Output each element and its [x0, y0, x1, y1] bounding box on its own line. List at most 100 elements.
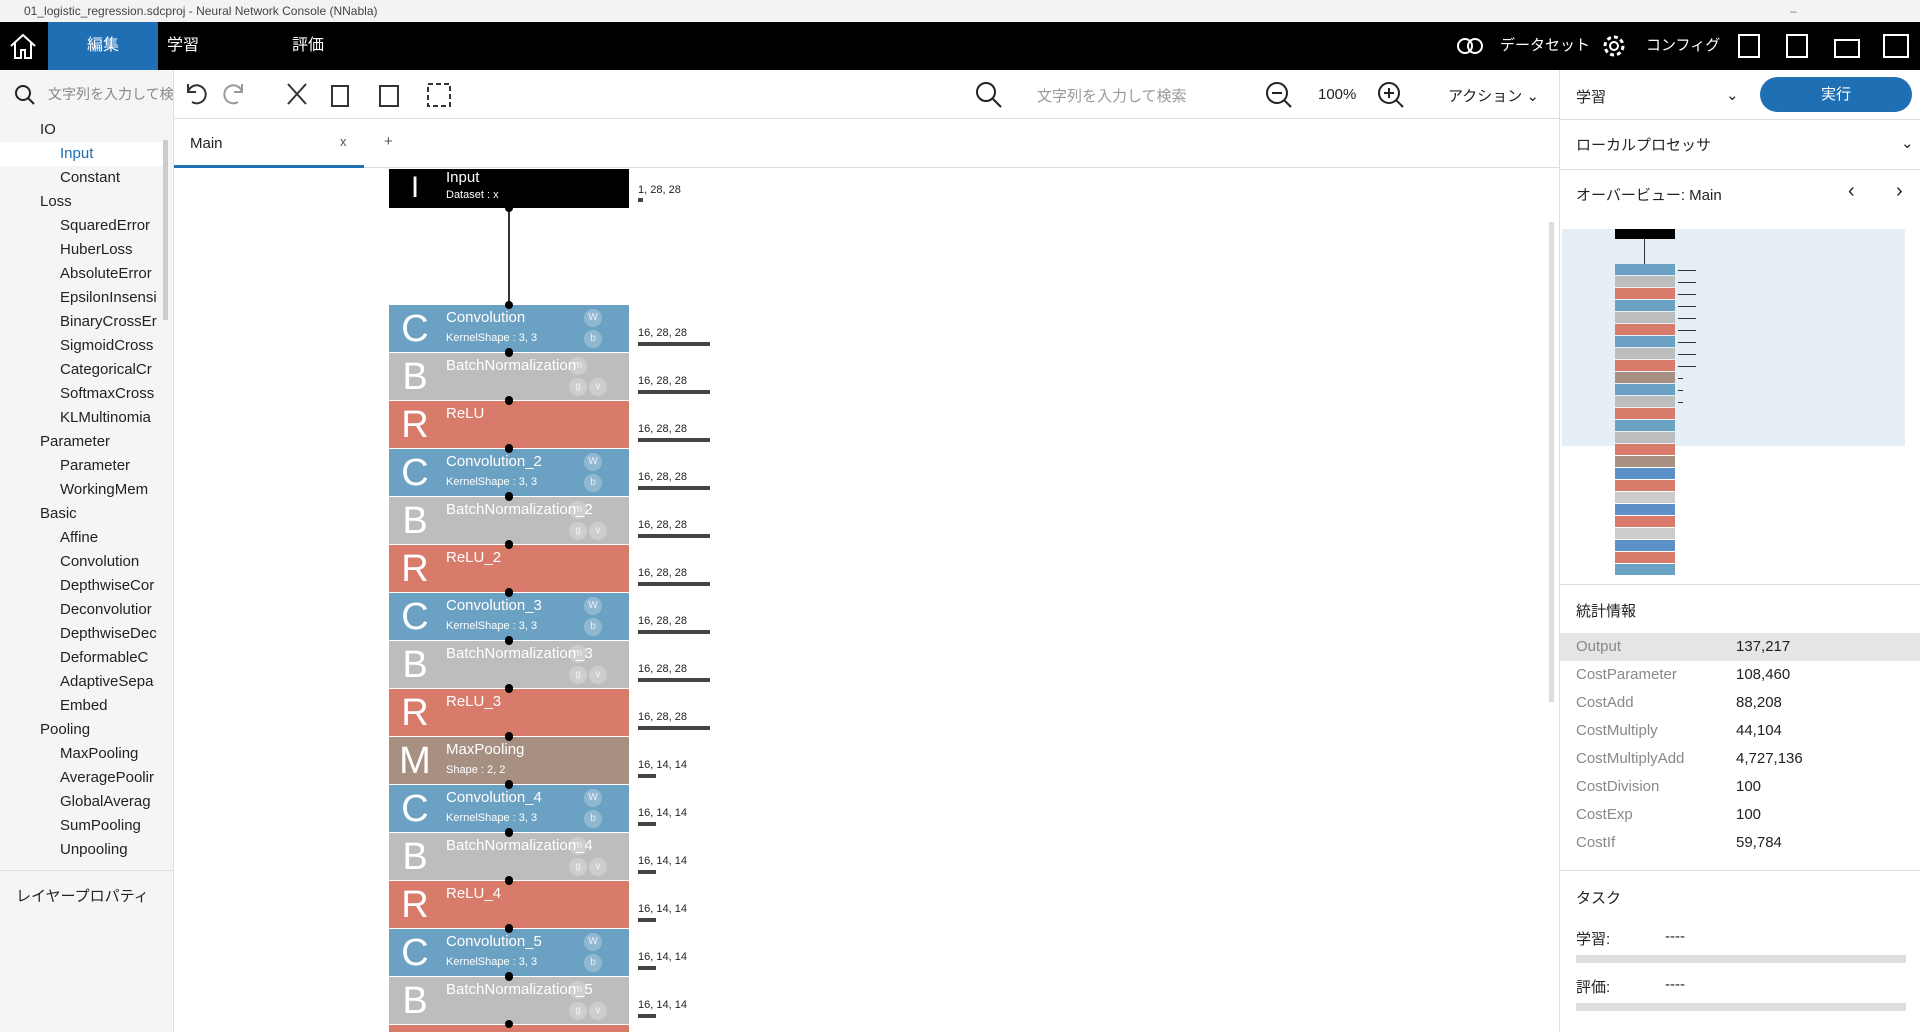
stats-label: CostDivision — [1576, 778, 1660, 795]
tree-item[interactable]: GlobalAverag — [60, 793, 151, 810]
layer-detail: KernelShape : 3, 3 — [446, 620, 538, 632]
tree-item[interactable]: Affine — [60, 529, 99, 546]
layer[interactable]: B BatchNormalization_3 m g v — [389, 641, 629, 688]
connector — [505, 685, 513, 693]
overview-prev[interactable]: ‹ — [1848, 180, 1855, 202]
tree-item[interactable]: SquaredError — [60, 217, 151, 234]
connector — [505, 1020, 513, 1028]
tree-item[interactable]: KLMultinomia — [60, 409, 151, 426]
config-icon[interactable] — [1600, 32, 1628, 60]
editor-tab[interactable]: Main x — [174, 119, 364, 168]
viewport[interactable] — [1562, 229, 1905, 446]
tree-item[interactable]: DepthwiseCor — [60, 577, 155, 594]
mode-select[interactable]: 学習 ⌄ — [1576, 87, 1739, 106]
tree-item[interactable]: DeformableC — [60, 649, 149, 666]
tree-item[interactable]: HuberLoss — [60, 241, 133, 258]
param-badge: m — [569, 501, 587, 519]
home-icon[interactable] — [8, 32, 38, 60]
output-shape: 16, 28, 28 — [638, 471, 687, 483]
tasks: 学習: ---- 評価: ---- — [1560, 920, 1920, 1030]
tree-item[interactable]: SoftmaxCross — [60, 385, 155, 402]
tree-item[interactable]: SigmoidCross — [60, 337, 154, 354]
search-icon[interactable] — [974, 80, 1004, 110]
param-badge: v — [589, 522, 607, 540]
file-icons[interactable] — [1735, 32, 1915, 60]
tree-item[interactable]: BinaryCrossEr — [60, 313, 157, 330]
layer[interactable]: I Input Dataset : x — [389, 169, 629, 208]
dataset-icon[interactable] — [1455, 34, 1485, 58]
search-box[interactable]: 文字列を入力して検 — [48, 86, 174, 102]
layer[interactable]: B BatchNormalization_2 m g v — [389, 497, 629, 544]
tree-item[interactable]: WorkingMem — [60, 481, 149, 498]
tree-item[interactable]: AbsoluteError — [60, 265, 152, 282]
mini-layer — [1615, 552, 1675, 563]
connector — [505, 877, 513, 885]
layer[interactable]: R ReLU_2 — [389, 545, 629, 592]
output-bar — [638, 918, 656, 922]
layer[interactable]: R ReLU — [389, 401, 629, 448]
task-status: ---- — [1665, 928, 1685, 945]
tab-close[interactable]: x — [340, 134, 347, 149]
processor-select[interactable]: ローカルプロセッサ ⌄ — [1576, 135, 1914, 154]
output-shape: 16, 14, 14 — [638, 903, 687, 915]
tree-item[interactable]: Parameter — [60, 457, 131, 474]
tree-item[interactable]: Constant — [60, 169, 121, 186]
tree-item[interactable]: AdaptiveSepa — [60, 673, 154, 690]
layer-detail: Shape : 2, 2 — [446, 764, 506, 776]
action-menu[interactable]: アクション ⌄ — [1448, 88, 1540, 105]
connector — [505, 349, 513, 357]
menu-tab[interactable]: 学習 — [166, 37, 199, 54]
tree-item[interactable]: Unpooling — [60, 841, 128, 858]
scrollbar[interactable] — [1549, 222, 1554, 702]
dataset-button[interactable]: データセット — [1500, 37, 1591, 54]
layer[interactable]: B BatchNormalization_4 m g v — [389, 833, 629, 880]
menu-tab[interactable]: 評価 — [291, 37, 324, 54]
add-tab[interactable]: + — [384, 133, 393, 150]
tree-group[interactable]: Basic — [40, 505, 77, 522]
tree-item[interactable]: MaxPooling — [60, 745, 139, 762]
layer-letter: R — [401, 548, 429, 590]
tree-group[interactable]: Loss — [40, 193, 72, 210]
output-bar — [638, 438, 710, 442]
layer-name: BatchNormalization_3 — [446, 645, 593, 662]
search-input[interactable]: 文字列を入力して検索 — [1037, 88, 1187, 105]
tree-item[interactable]: Convolution — [60, 553, 140, 570]
tree-group[interactable]: Pooling — [40, 721, 91, 738]
mini-layer — [1615, 528, 1675, 539]
menu-tab[interactable]: 編集 — [48, 22, 158, 70]
overview-next[interactable]: › — [1896, 180, 1903, 202]
layer[interactable]: B BatchNormalization m g v — [389, 353, 629, 400]
tree-item[interactable]: Input — [0, 142, 165, 166]
tree-item[interactable]: EpsilonInsensi — [60, 289, 157, 306]
mini-output — [1678, 402, 1683, 403]
tree-item[interactable]: CategoricalCr — [60, 361, 152, 378]
tree-item[interactable]: AveragePoolir — [60, 769, 154, 786]
edit-icons[interactable] — [182, 80, 482, 110]
zoom-in[interactable] — [1376, 80, 1406, 110]
layer[interactable]: M MaxPooling Shape : 2, 2 — [389, 737, 629, 784]
mini-layer — [1615, 468, 1675, 479]
scrollbar[interactable] — [163, 140, 168, 320]
layer[interactable]: R ReLU_3 — [389, 689, 629, 736]
tree-item[interactable]: SumPooling — [60, 817, 141, 834]
output-shape: 16, 28, 28 — [638, 567, 687, 579]
tree-item[interactable]: Embed — [60, 697, 108, 714]
connector — [505, 829, 513, 837]
tree-item[interactable]: Deconvolutior — [60, 601, 152, 618]
tree-item[interactable]: DepthwiseDec — [60, 625, 157, 642]
zoom-out[interactable] — [1264, 80, 1294, 110]
mini-layer — [1615, 264, 1675, 275]
layer-detail: Dataset : x — [446, 189, 499, 201]
config-button[interactable]: コンフィグ — [1646, 37, 1721, 54]
layer[interactable]: B BatchNormalization_5 m g v — [389, 977, 629, 1024]
layer[interactable]: R ReLU_4 — [389, 881, 629, 928]
tree-group[interactable]: Parameter — [40, 433, 111, 450]
run-button[interactable]: 実行 — [1760, 77, 1912, 112]
tree-group[interactable]: IO — [40, 121, 56, 138]
